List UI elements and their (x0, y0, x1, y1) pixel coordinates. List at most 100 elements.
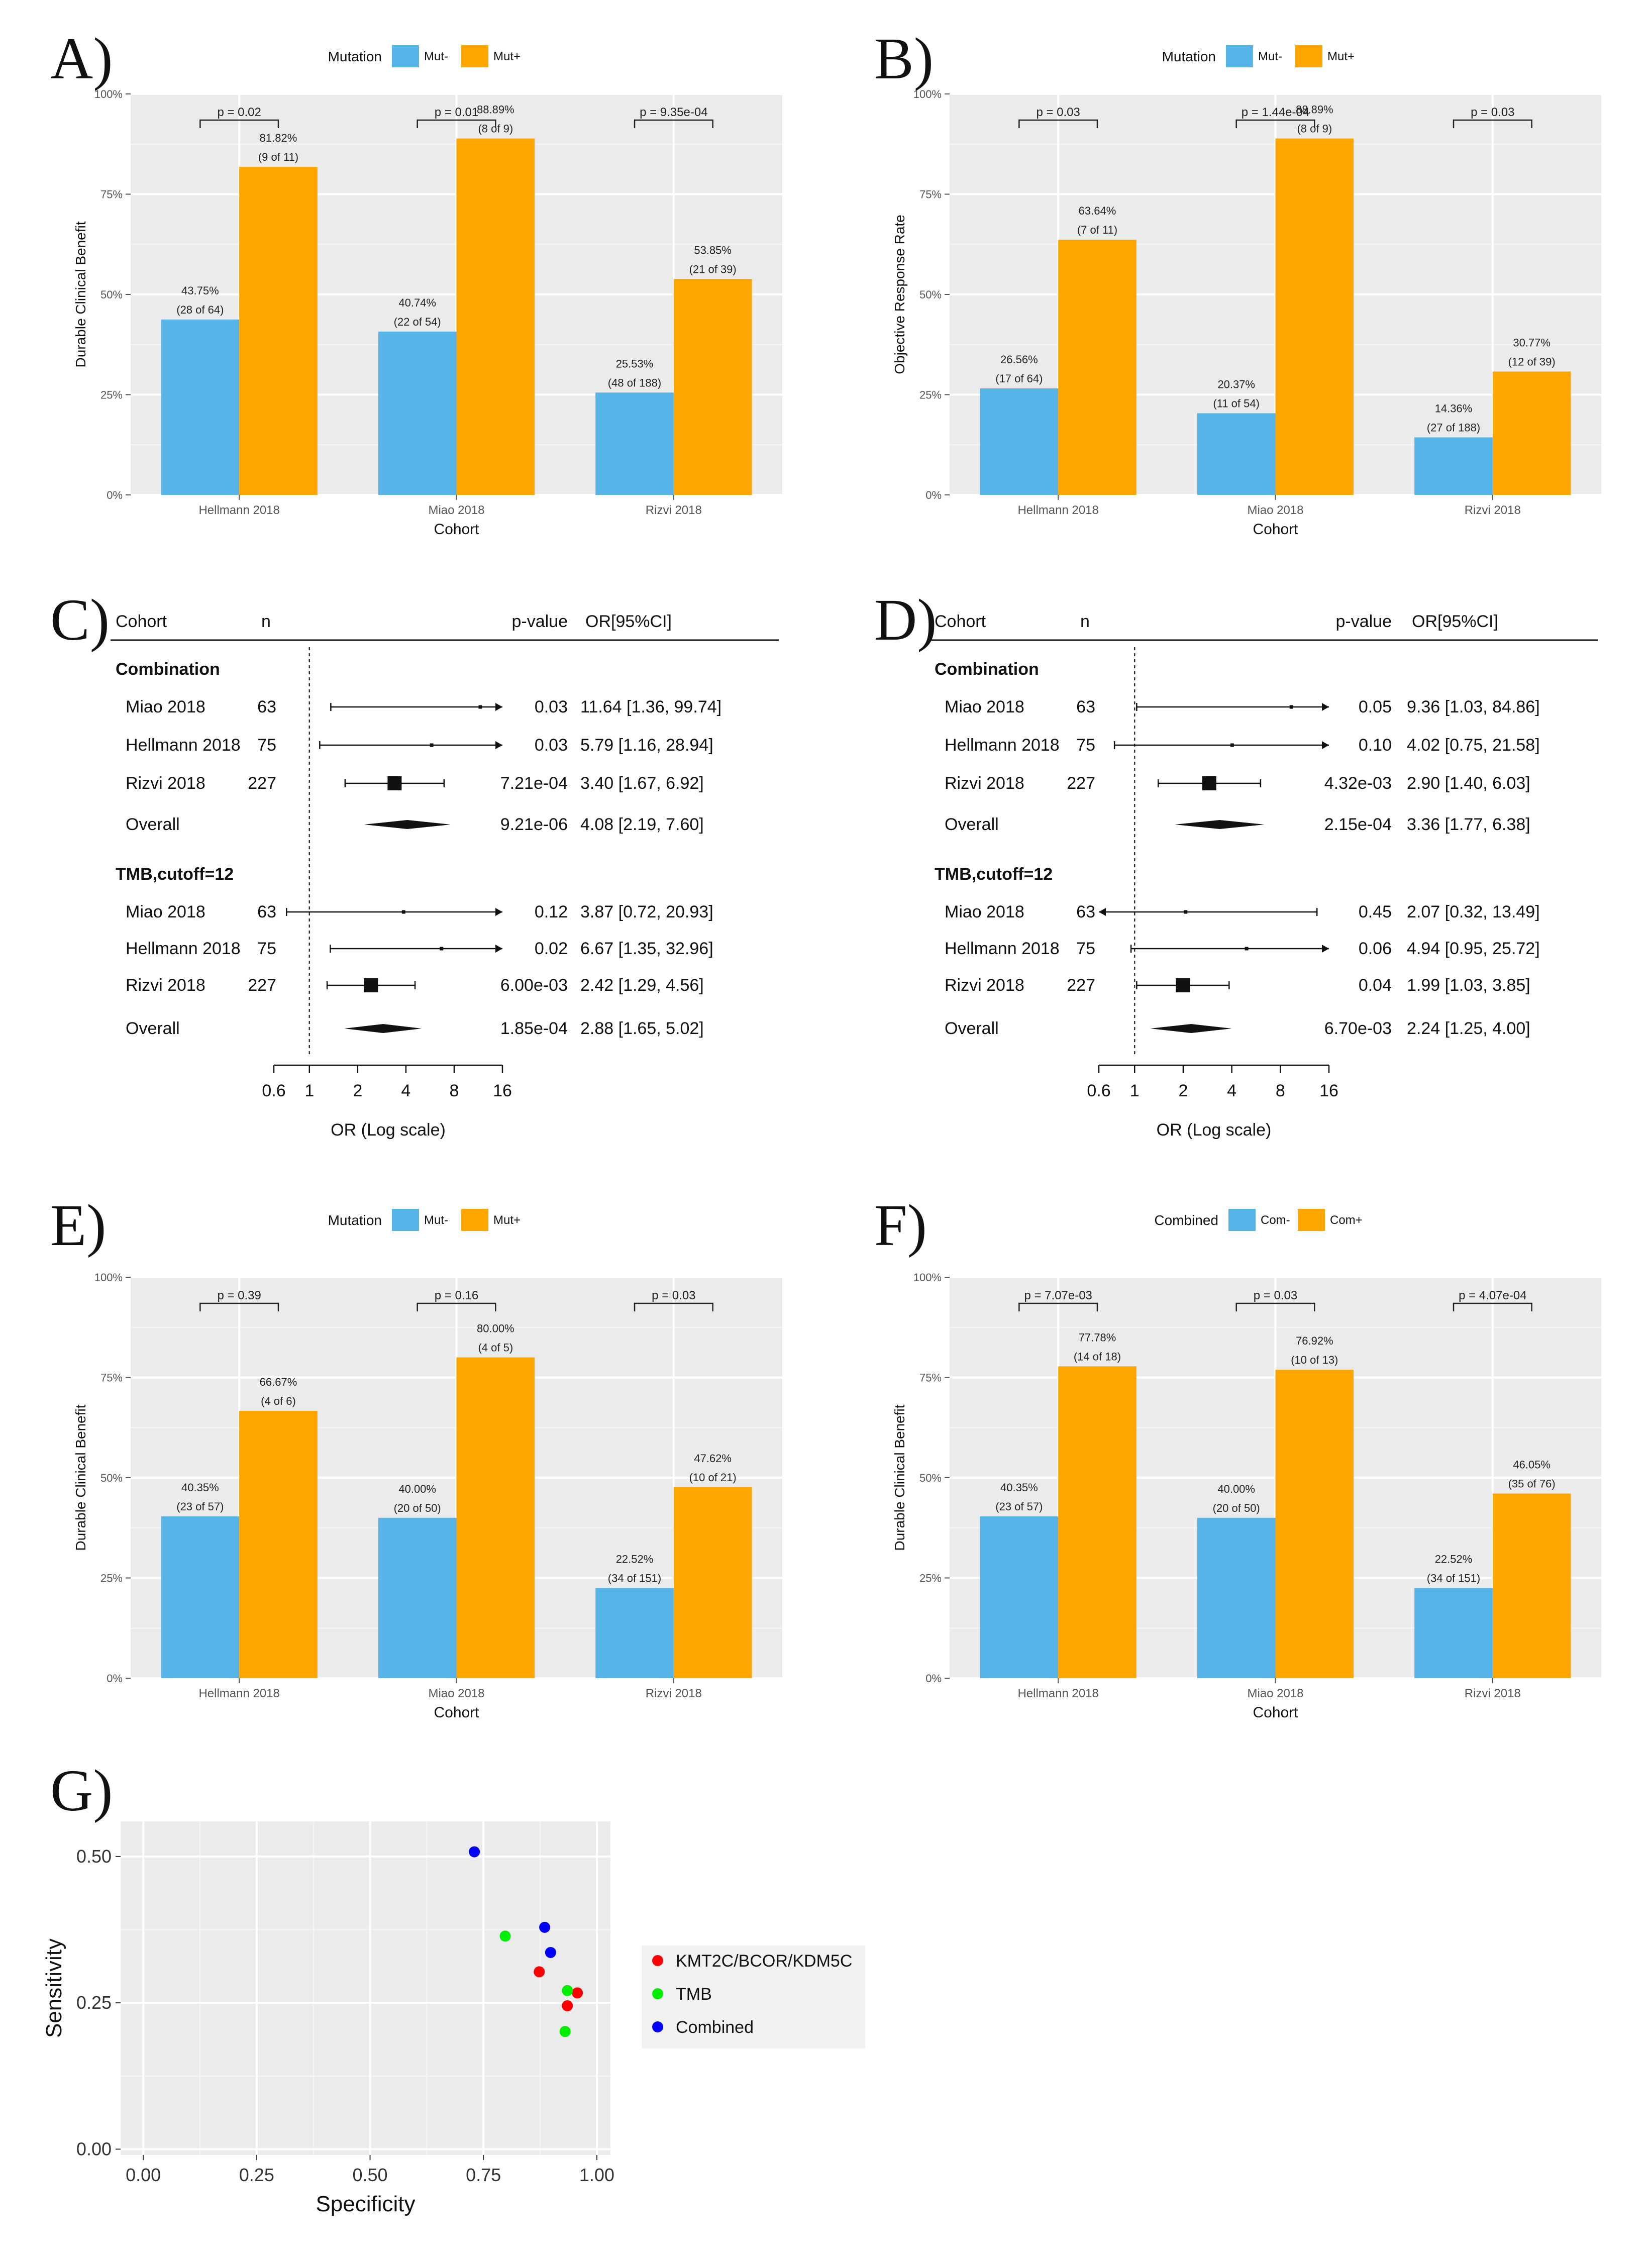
forest-d-row-or-ci: 3.36 [1.77, 6.38] (1407, 815, 1530, 834)
chart-b-bar-count-label: (11 of 54) (1213, 397, 1260, 409)
forest-c-overall-label: Overall (126, 815, 180, 834)
chart-f-bar-count-label: (14 of 18) (1074, 1350, 1121, 1363)
chart-e-bar-count-label: (23 of 57) (176, 1500, 224, 1513)
chart-b-p-value-label: p = 0.03 (1036, 106, 1080, 119)
forest-c-row-n: 75 (257, 939, 276, 958)
forest-c-row-n: 227 (248, 774, 276, 793)
chart-b-p-bracket (1453, 119, 1532, 128)
forest-c-row-cohort: Miao 2018 (126, 902, 205, 921)
forest-d-row-cohort: Miao 2018 (945, 902, 1024, 921)
forest-d-overall-diamond (1150, 1024, 1232, 1033)
chart-b-xtick-label: Hellmann 2018 (1017, 503, 1098, 517)
chart-a-bar-count-label: (48 of 188) (608, 376, 661, 389)
chart-f-legend-label-neg: Com- (1261, 1213, 1290, 1227)
chart-f-legend-swatch-neg (1228, 1209, 1256, 1231)
chart-a-y-axis-title: Durable Clinical Benefit (73, 221, 88, 367)
chart-a-p-bracket (417, 119, 496, 128)
scatter-g-point (562, 1985, 573, 1996)
forest-d-point-estimate (1245, 947, 1249, 951)
forest-d-header-n: n (1080, 612, 1090, 631)
forest-c-point-estimate (364, 978, 378, 992)
chart-a-bar (673, 279, 752, 495)
forest-c-row-pvalue: 0.12 (535, 902, 568, 921)
chart-a-x-axis-title: Cohort (434, 521, 479, 538)
forest-d-row-n: 63 (1076, 902, 1095, 921)
chart-f-p-value-label: p = 4.07e-04 (1459, 1289, 1526, 1302)
chart-e-y-axis-title: Durable Clinical Benefit (73, 1404, 88, 1551)
forest-d-row-n: 75 (1076, 736, 1095, 755)
chart-e-p-bracket (417, 1302, 496, 1311)
chart-b-bar-count-label: (7 of 11) (1077, 224, 1117, 236)
chart-f-ytick-label: 50% (919, 1472, 942, 1484)
scatter-g-y-axis-title: Sensitivity (42, 1938, 66, 2038)
chart-e-ytick-label: 75% (100, 1372, 123, 1384)
forest-c-row-cohort: Hellmann 2018 (126, 939, 241, 958)
scatter-g-ytick-label: 0.00 (76, 2138, 112, 2159)
forest-d-row-pvalue: 6.70e-03 (1324, 1019, 1392, 1038)
chart-a-ytick-label: 25% (100, 389, 123, 401)
chart-f-p-bracket (1235, 1302, 1315, 1311)
chart-e-ytick-label: 0% (107, 1672, 123, 1685)
chart-b-p-value-label: p = 0.03 (1471, 106, 1514, 119)
forest-d-point-estimate (1184, 910, 1188, 914)
chart-e-p-bracket (199, 1302, 279, 1311)
forest-d-row-cohort: Miao 2018 (945, 697, 1024, 716)
forest-c-header-pvalue: p-value (511, 612, 568, 631)
chart-e-bar-value-label: 80.00% (477, 1322, 514, 1335)
chart-b-legend-label-pos: Mut+ (1327, 50, 1355, 63)
chart-a-bar (239, 167, 318, 495)
chart-f-legend-label-pos: Com+ (1330, 1213, 1363, 1227)
forest-c-overall-diamond (364, 820, 451, 829)
scatter-g-xtick-label: 0.50 (352, 2165, 387, 2185)
chart-b-legend-label-neg: Mut- (1258, 50, 1282, 63)
chart-a-legend-label-neg: Mut- (424, 50, 448, 63)
forest-d-row-or-ci: 2.90 [1.40, 6.03] (1407, 774, 1530, 793)
forest-d-ci-arrow-right (1322, 703, 1329, 711)
forest-c-ci-arrow-right (495, 945, 502, 953)
chart-f-bar-value-label: 76.92% (1296, 1335, 1333, 1347)
panel-label-a: A) (50, 26, 113, 91)
chart-e-bar-count-label: (10 of 21) (689, 1471, 737, 1484)
chart-a-bar-count-label: (9 of 11) (258, 151, 298, 163)
scatter-g-xtick-label: 0.00 (126, 2165, 161, 2185)
chart-f-xtick-label: Miao 2018 (1247, 1687, 1303, 1700)
forest-d-row-pvalue: 0.06 (1359, 939, 1392, 958)
chart-e-bar-value-label: 47.62% (694, 1452, 732, 1465)
forest-c-row-or-ci: 2.42 [1.29, 4.56] (580, 976, 704, 995)
chart-a-legend-label-pos: Mut+ (493, 50, 521, 63)
chart-a-bar-value-label: 53.85% (694, 244, 732, 256)
chart-b-bar-value-label: 30.77% (1513, 336, 1551, 349)
forest-c-xtick-label: 2 (353, 1081, 362, 1100)
chart-e-bar-count-label: (34 of 151) (608, 1572, 661, 1584)
forest-d-row-cohort: Rizvi 2018 (945, 976, 1024, 995)
chart-e-bar (239, 1410, 318, 1678)
chart-f-bar (1058, 1366, 1137, 1678)
panel-label-d: D) (874, 587, 937, 653)
chart-a-legend-title: Mutation (328, 49, 382, 64)
forest-d-xtick-label: 4 (1227, 1081, 1236, 1100)
chart-f-bar-count-label: (35 of 76) (1508, 1478, 1556, 1490)
chart-a-bar-value-label: 25.53% (616, 357, 654, 370)
chart-b-bar-value-label: 14.36% (1435, 402, 1473, 415)
chart-a-bar (456, 138, 535, 495)
forest-c-xtick-label: 8 (449, 1081, 459, 1100)
forest-d-row-pvalue: 0.45 (1359, 902, 1392, 921)
scatter-g-xtick-label: 1.00 (579, 2165, 614, 2185)
forest-d-overall-diamond (1174, 820, 1265, 829)
chart-e-bar (161, 1516, 240, 1678)
chart-f-bar-count-label: (34 of 151) (1427, 1572, 1480, 1584)
forest-c-row-or-ci: 3.40 [1.67, 6.92] (580, 774, 704, 793)
scatter-g-legend-marker (652, 2021, 663, 2032)
chart-f-y-axis-title: Durable Clinical Benefit (892, 1404, 907, 1551)
chart-e-bar-count-label: (4 of 5) (478, 1342, 513, 1354)
forest-c-header-cohort: Cohort (116, 612, 167, 631)
scatter-g-point (572, 1987, 583, 1999)
chart-e-bar-value-label: 22.52% (616, 1553, 654, 1565)
forest-c-row-cohort: Hellmann 2018 (126, 736, 241, 755)
forest-c-row-n: 63 (257, 902, 276, 921)
forest-d-header-pvalue: p-value (1335, 612, 1392, 631)
scatter-g-point (534, 1966, 545, 1978)
chart-f-bar-count-label: (23 of 57) (995, 1500, 1043, 1513)
chart-f-p-bracket (1453, 1302, 1532, 1311)
forest-c-group-title: Combination (116, 660, 220, 679)
